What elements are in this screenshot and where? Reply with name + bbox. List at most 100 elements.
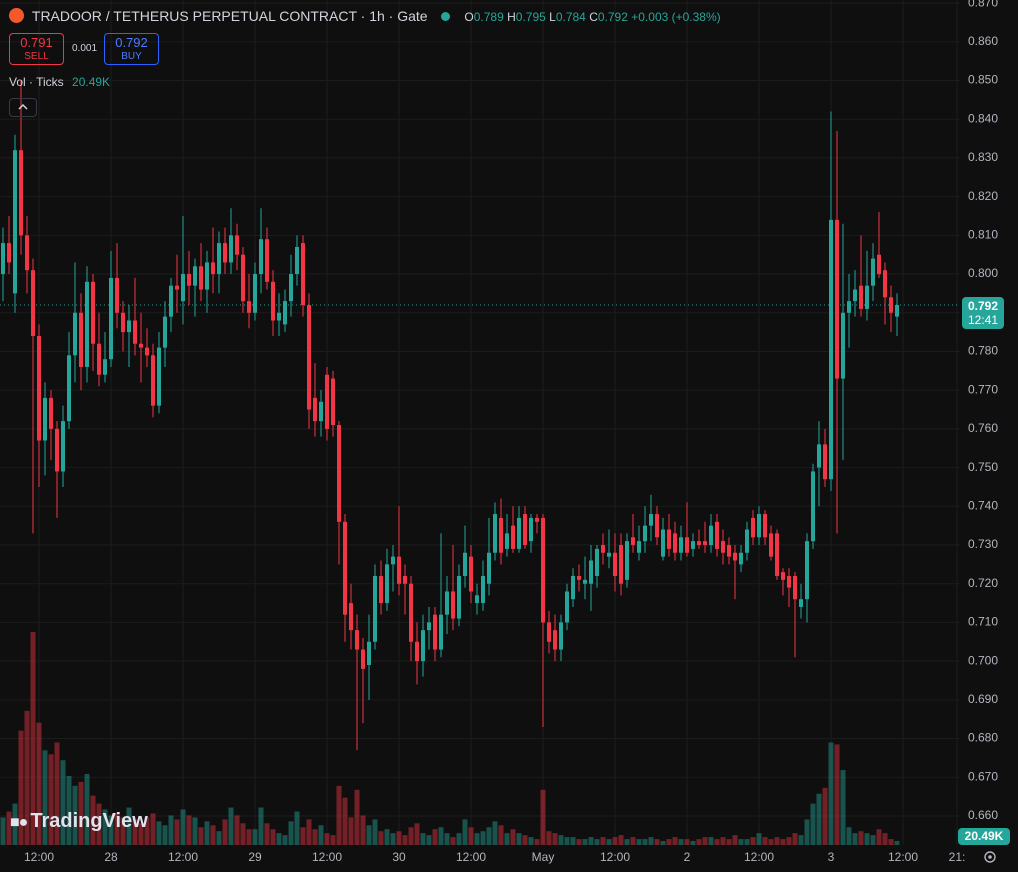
volume-bar xyxy=(246,829,252,845)
volume-bar xyxy=(858,831,864,845)
candle-body xyxy=(679,537,683,553)
candle-body xyxy=(481,575,485,604)
volume-bar xyxy=(702,837,708,845)
last-price: 0.792 xyxy=(967,299,999,313)
brand-logo[interactable]: ■● TradingView xyxy=(10,810,148,833)
volume-bar xyxy=(156,821,162,845)
candle-body xyxy=(139,343,143,348)
legend-value: 0.795 xyxy=(515,10,546,24)
volume-bar xyxy=(894,840,900,845)
candle-body xyxy=(157,347,161,406)
volume-bar xyxy=(102,809,108,845)
volume-bar xyxy=(768,839,774,845)
candle-body xyxy=(271,281,275,321)
legend-key: C xyxy=(589,10,598,24)
symbol-title[interactable]: TRADOOR / TETHERUS PERPETUAL CONTRACT · … xyxy=(31,8,428,24)
candle-body xyxy=(445,591,449,615)
volume-bar xyxy=(618,835,624,845)
x-tick-label: 12:00 xyxy=(600,850,630,864)
legend-key: H xyxy=(507,10,516,24)
candle-body xyxy=(289,274,293,302)
volume-bar xyxy=(24,710,30,845)
candle-body xyxy=(439,614,443,650)
candle-body xyxy=(397,556,401,584)
volume-bar xyxy=(6,811,12,845)
candle-body xyxy=(253,274,257,313)
volume-bar xyxy=(630,837,636,845)
volume-bar xyxy=(180,809,186,845)
candle-body xyxy=(685,537,689,553)
candle-body xyxy=(415,641,419,662)
volume-bar xyxy=(42,750,48,845)
volume-bar xyxy=(756,833,762,845)
candle-body xyxy=(259,239,263,275)
price-label: 0.792 12:41 xyxy=(962,297,1004,329)
candle-body xyxy=(403,575,407,584)
spread: 0.001 xyxy=(72,43,98,54)
volume-bar xyxy=(408,827,414,845)
candle-body xyxy=(175,285,179,290)
candle-body xyxy=(169,285,173,317)
y-tick-label: 0.870 xyxy=(968,0,998,9)
volume-bar xyxy=(138,823,144,845)
candle-body xyxy=(421,630,425,662)
volume-bar xyxy=(276,833,282,845)
candle-body xyxy=(505,533,509,549)
volume-bar xyxy=(120,817,126,845)
volume-bar xyxy=(474,833,480,845)
candle-body xyxy=(619,545,623,584)
legend-key: O xyxy=(464,10,474,24)
candle-body xyxy=(319,401,323,422)
candle-body xyxy=(517,517,521,549)
candle-body xyxy=(349,603,353,631)
x-tick-label: May xyxy=(532,850,555,864)
candle-body xyxy=(355,630,359,650)
candle-body xyxy=(733,552,737,561)
candle-body xyxy=(379,575,383,604)
candle-body xyxy=(43,397,47,441)
volume-bar xyxy=(462,819,468,845)
volume-bar xyxy=(420,833,426,845)
volume-bar xyxy=(384,829,390,845)
volume-bar xyxy=(162,825,168,845)
volume-bar xyxy=(282,835,288,845)
buy-button[interactable]: 0.792 BUY xyxy=(104,33,159,65)
volume-bar xyxy=(534,839,540,845)
symbol-icon xyxy=(9,8,24,23)
volume-bar xyxy=(810,803,816,845)
candle-body xyxy=(283,301,287,325)
sell-label: SELL xyxy=(24,51,49,62)
volume-bar xyxy=(342,797,348,845)
candle-body xyxy=(871,258,875,286)
legend-value: 0.789 xyxy=(473,10,504,24)
x-tick-label: 2 xyxy=(684,850,691,864)
y-tick-label: 0.740 xyxy=(968,498,998,512)
candle-body xyxy=(859,285,863,309)
candle-body xyxy=(547,622,551,642)
candle-body xyxy=(241,254,245,302)
chevron-icon xyxy=(18,103,28,110)
candle-body xyxy=(307,305,311,410)
sell-button[interactable]: 0.791 SELL xyxy=(9,33,64,65)
x-tick-label: 12:00 xyxy=(888,850,918,864)
candle-body xyxy=(145,347,149,356)
volume-bar xyxy=(126,807,132,845)
volume-bar xyxy=(72,785,78,845)
volume-bar xyxy=(570,837,576,845)
candle-body xyxy=(193,266,197,286)
candle-body xyxy=(799,599,803,607)
volume-bar xyxy=(444,833,450,845)
volume-bar xyxy=(840,770,846,845)
settings-icon[interactable] xyxy=(981,848,999,866)
collapse-button[interactable] xyxy=(9,98,37,117)
candle-body xyxy=(823,444,827,480)
volume-bar xyxy=(60,760,66,845)
candle-body xyxy=(31,270,35,336)
candle-body xyxy=(181,274,185,302)
y-tick-label: 0.750 xyxy=(968,460,998,474)
volume-bar xyxy=(150,813,156,845)
volume-bar xyxy=(648,837,654,845)
y-tick-label: 0.810 xyxy=(968,228,998,242)
volume-bar xyxy=(12,803,18,845)
